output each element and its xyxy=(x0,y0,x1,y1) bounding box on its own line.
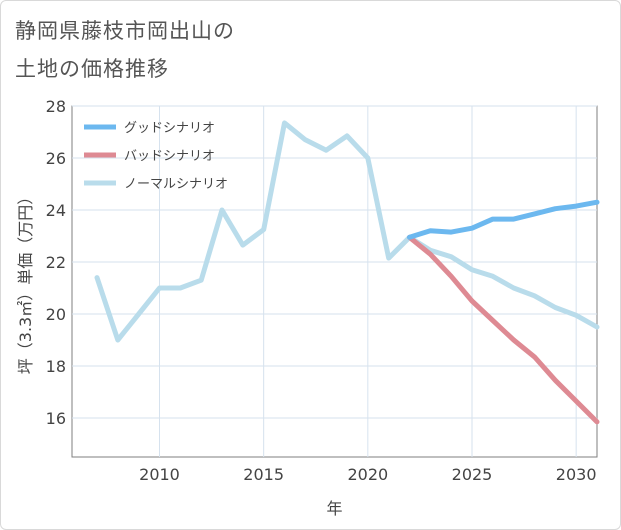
y-tick-label: 16 xyxy=(46,409,66,428)
y-tick-label: 20 xyxy=(46,305,66,324)
series-line xyxy=(407,199,600,240)
x-tick-label: 2030 xyxy=(556,465,597,484)
legend-label: グッドシナリオ xyxy=(124,121,215,136)
y-tick-label: 24 xyxy=(46,201,66,220)
x-tick-label: 2020 xyxy=(347,465,388,484)
legend-label: バッドシナリオ xyxy=(124,149,215,164)
chart-title-line-2: 土地の価格推移 xyxy=(15,57,169,81)
y-tick-label: 26 xyxy=(46,149,66,168)
grid-lines xyxy=(72,105,597,457)
x-tick-label: 2010 xyxy=(139,465,180,484)
series-lines xyxy=(94,120,600,425)
y-tick-label: 28 xyxy=(46,97,66,116)
y-tick-label: 22 xyxy=(46,253,66,272)
series-line xyxy=(407,234,600,425)
x-axis-label: 年 xyxy=(326,499,342,518)
y-axis-label: 坪（3.3㎡）単価（万円） xyxy=(16,189,35,374)
legend-label: ノーマルシナリオ xyxy=(124,177,228,192)
x-tick-label: 2015 xyxy=(243,465,284,484)
series-line xyxy=(94,120,600,343)
x-tick-label: 2025 xyxy=(452,465,493,484)
y-tick-label: 18 xyxy=(46,357,66,376)
axis-ticks: 2010 2015 2020 2025 2030 16 18 20 22 24 26 28 xyxy=(46,97,597,484)
chart-title-line-1: 静岡県藤枝市岡出山の xyxy=(15,19,235,43)
